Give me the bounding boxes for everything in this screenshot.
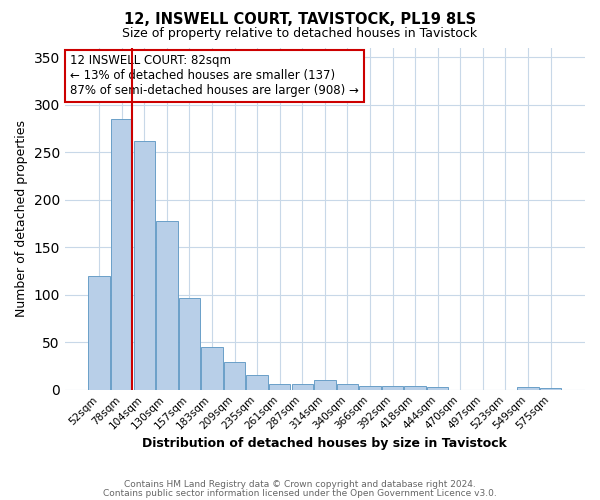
X-axis label: Distribution of detached houses by size in Tavistock: Distribution of detached houses by size … xyxy=(142,437,508,450)
Bar xyxy=(269,384,290,390)
Bar xyxy=(382,386,403,390)
Bar xyxy=(337,384,358,390)
Text: 12, INSWELL COURT, TAVISTOCK, PL19 8LS: 12, INSWELL COURT, TAVISTOCK, PL19 8LS xyxy=(124,12,476,28)
Bar xyxy=(179,298,200,390)
Bar xyxy=(517,387,539,390)
Text: Size of property relative to detached houses in Tavistock: Size of property relative to detached ho… xyxy=(122,28,478,40)
Bar xyxy=(134,140,155,390)
Y-axis label: Number of detached properties: Number of detached properties xyxy=(15,120,28,317)
Bar xyxy=(427,387,448,390)
Bar xyxy=(292,384,313,390)
Bar xyxy=(156,220,178,390)
Bar xyxy=(224,362,245,390)
Bar xyxy=(247,374,268,390)
Text: Contains HM Land Registry data © Crown copyright and database right 2024.: Contains HM Land Registry data © Crown c… xyxy=(124,480,476,489)
Bar xyxy=(314,380,335,390)
Bar xyxy=(540,388,562,390)
Bar xyxy=(111,119,133,390)
Bar xyxy=(404,386,426,390)
Text: 12 INSWELL COURT: 82sqm
← 13% of detached houses are smaller (137)
87% of semi-d: 12 INSWELL COURT: 82sqm ← 13% of detache… xyxy=(70,54,359,98)
Bar xyxy=(202,347,223,390)
Bar xyxy=(88,276,110,390)
Text: Contains public sector information licensed under the Open Government Licence v3: Contains public sector information licen… xyxy=(103,488,497,498)
Bar xyxy=(359,386,381,390)
